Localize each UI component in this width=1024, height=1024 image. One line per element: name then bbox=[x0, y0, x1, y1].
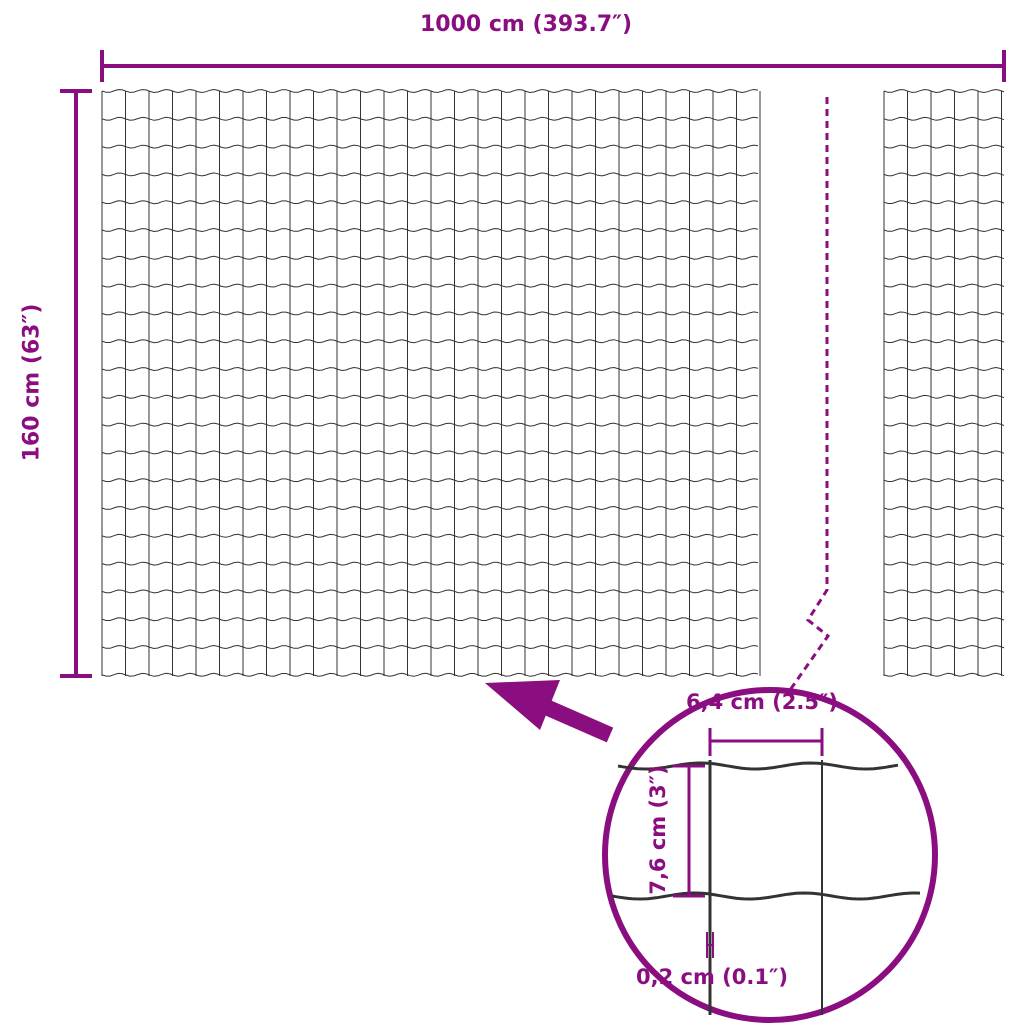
mesh-end-horizontal-wire bbox=[883, 227, 1005, 233]
mesh-end-horizontal-wire bbox=[883, 255, 1005, 260]
mesh-main-horizontal-wire bbox=[101, 172, 759, 177]
mesh-main-horizontal-wire bbox=[101, 422, 759, 427]
mesh-end-horizontal-wire bbox=[883, 533, 1005, 538]
mesh-end-horizontal-wire bbox=[883, 478, 1005, 483]
mesh-main-horizontal-wire bbox=[101, 672, 759, 677]
mesh-end-horizontal-wire bbox=[883, 339, 1005, 344]
mesh-end-horizontal-wire bbox=[883, 283, 1005, 288]
mesh-end-horizontal-wire bbox=[883, 311, 1005, 316]
mesh-main-horizontal-wire bbox=[101, 561, 759, 566]
mesh-main-horizontal-wire bbox=[101, 589, 759, 594]
mesh-main-horizontal-wire bbox=[101, 505, 759, 511]
mesh-end-horizontal-wire bbox=[883, 366, 1005, 372]
mesh-main-horizontal-wire bbox=[101, 311, 759, 316]
mesh-end-horizontal-wire bbox=[883, 672, 1005, 677]
mesh-main-horizontal-wire bbox=[101, 144, 759, 149]
mesh-width-label: 6,4 cm (2.5″) bbox=[686, 690, 838, 714]
mesh-main-horizontal-wire bbox=[101, 450, 759, 455]
mesh-end-horizontal-wire bbox=[883, 172, 1005, 177]
mesh-end-horizontal-wire bbox=[883, 505, 1005, 511]
mesh-main-horizontal-wire bbox=[101, 116, 759, 121]
mesh-main-horizontal-wire bbox=[101, 617, 759, 622]
mesh-end-horizontal-wire bbox=[883, 450, 1005, 455]
mesh-main-horizontal-wire bbox=[101, 255, 759, 260]
mesh-end-horizontal-wire bbox=[883, 644, 1005, 650]
mesh-end-horizontal-wire bbox=[883, 589, 1005, 594]
mesh-end-horizontal-wire bbox=[883, 88, 1005, 94]
zoom-horizontal-wire bbox=[611, 891, 921, 901]
mesh-main-horizontal-wire bbox=[101, 366, 759, 372]
mesh-end-horizontal-wire bbox=[883, 617, 1005, 622]
length-label: 1000 cm (393.7″) bbox=[420, 12, 633, 37]
mesh-main-horizontal-wire bbox=[101, 227, 759, 233]
mesh-main-horizontal-wire bbox=[101, 478, 759, 483]
mesh-main-horizontal-wire bbox=[101, 200, 759, 205]
mesh-end-horizontal-wire bbox=[883, 394, 1005, 399]
mesh-main-horizontal-wire bbox=[101, 644, 759, 650]
mesh-end-horizontal-wire bbox=[883, 116, 1005, 121]
mesh-end-horizontal-wire bbox=[883, 200, 1005, 205]
wire-diameter-dimension bbox=[706, 932, 714, 958]
arrow-head bbox=[485, 680, 560, 730]
mesh-main-horizontal-wire bbox=[101, 533, 759, 538]
wire-diameter-label: 0,2 cm (0.1″) bbox=[636, 965, 788, 989]
mesh-main-horizontal-wire bbox=[101, 394, 759, 399]
break-line bbox=[788, 97, 831, 691]
mesh-main-horizontal-wire bbox=[101, 339, 759, 344]
mesh-end-horizontal-wire bbox=[883, 422, 1005, 427]
mesh-height-label: 7,6 cm (3″) bbox=[646, 765, 670, 895]
zoom-horizontal-wire bbox=[617, 761, 899, 771]
height-label: 160 cm (63″) bbox=[19, 303, 45, 462]
mesh-end-horizontal-wire bbox=[883, 561, 1005, 566]
mesh-main-horizontal-wire bbox=[101, 283, 759, 288]
mesh-end-horizontal-wire bbox=[883, 144, 1005, 149]
mesh-main-horizontal-wire bbox=[101, 88, 759, 94]
